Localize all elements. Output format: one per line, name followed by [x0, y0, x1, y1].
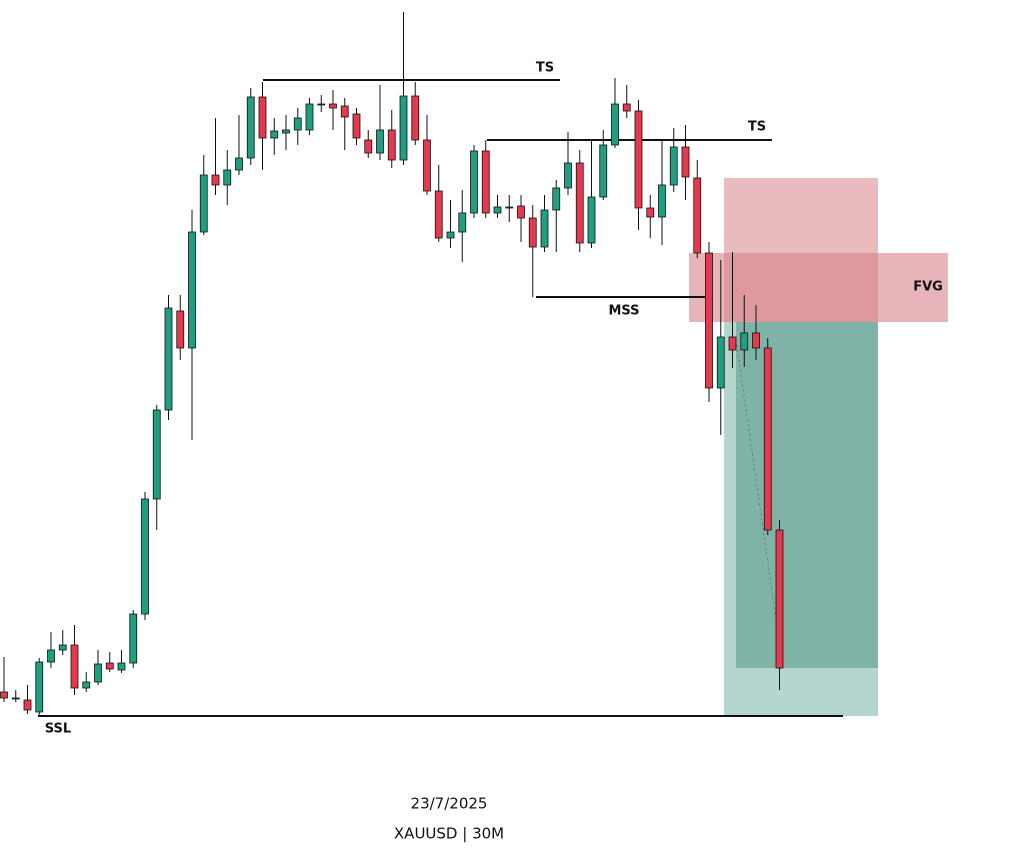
candle-body: [587, 196, 596, 244]
candle-body: [117, 662, 126, 671]
candle-body: [599, 144, 608, 198]
candle-body: [352, 113, 361, 139]
candle-body: [752, 332, 760, 349]
candle-body: [23, 699, 32, 711]
candle-body: [152, 409, 161, 500]
candle-body: [0, 691, 8, 699]
candle-body: [270, 130, 279, 139]
candle-body: [258, 96, 267, 139]
candle-body: [611, 103, 619, 146]
candle-body: [58, 644, 67, 651]
candle-body: [223, 169, 232, 186]
candle-body: [35, 661, 44, 713]
candle-body: [716, 336, 725, 389]
candle-body: [575, 162, 584, 244]
candles: [0, 12, 784, 716]
fvg-zone: [689, 253, 948, 322]
candle-body: [11, 697, 20, 700]
ts-label: TS: [536, 61, 554, 76]
candle-body: [681, 146, 690, 178]
candle-body: [775, 529, 784, 669]
candle-body: [740, 332, 749, 351]
mss-label: MSS: [608, 304, 639, 319]
candle-body: [705, 252, 713, 389]
candle-body: [387, 129, 396, 161]
candle-body: [763, 347, 772, 531]
candle-body: [564, 162, 572, 189]
candle-body: [669, 146, 678, 186]
trade-path: [735, 339, 784, 669]
candle-body: [364, 139, 373, 154]
candle-body: [141, 498, 149, 615]
candle-body: [176, 310, 185, 349]
ssl-label: SSL: [45, 722, 71, 737]
candle-body: [317, 103, 326, 106]
candle-body: [82, 681, 91, 689]
candle-body: [634, 110, 643, 209]
chart-subtitle: XAUUSD | 30M: [394, 825, 504, 843]
candle-body: [470, 150, 478, 214]
candle-body: [70, 644, 79, 689]
candle-body: [305, 103, 314, 131]
candle-body: [188, 231, 196, 349]
fvg-label: FVG: [913, 280, 943, 295]
candle-body: [376, 129, 384, 154]
candle-body: [399, 95, 408, 161]
candle-body: [47, 649, 55, 663]
candle-body: [693, 177, 702, 254]
candle-body: [446, 231, 455, 239]
candle-body: [329, 103, 337, 109]
candle-body: [293, 117, 302, 131]
candle-body: [129, 613, 138, 664]
candle-body: [528, 217, 537, 248]
profit-zone: [736, 322, 878, 668]
ts-label: TS: [748, 120, 766, 135]
candle-body: [646, 207, 655, 218]
candle-body: [517, 205, 525, 219]
candle-body: [340, 105, 349, 118]
candle-body: [211, 174, 220, 186]
candle-body: [164, 307, 173, 411]
candle-body: [458, 212, 467, 233]
candle-body: [246, 96, 255, 159]
candle-body: [235, 157, 243, 171]
candle-body: [658, 184, 666, 218]
candle-body: [94, 663, 102, 683]
candle-body: [199, 174, 208, 233]
candle-body: [622, 103, 631, 112]
candle-body: [282, 129, 290, 134]
candle-body: [481, 150, 490, 214]
candle-body: [493, 206, 502, 214]
candle-body: [411, 95, 420, 141]
chart-title: 23/7/2025: [411, 795, 488, 813]
candle-body: [434, 190, 443, 239]
candle-body: [423, 139, 431, 192]
candle-body: [505, 206, 514, 209]
candle-body: [540, 209, 549, 248]
candle-body: [105, 662, 114, 670]
candle-body: [728, 336, 737, 351]
candle-body: [552, 187, 561, 211]
